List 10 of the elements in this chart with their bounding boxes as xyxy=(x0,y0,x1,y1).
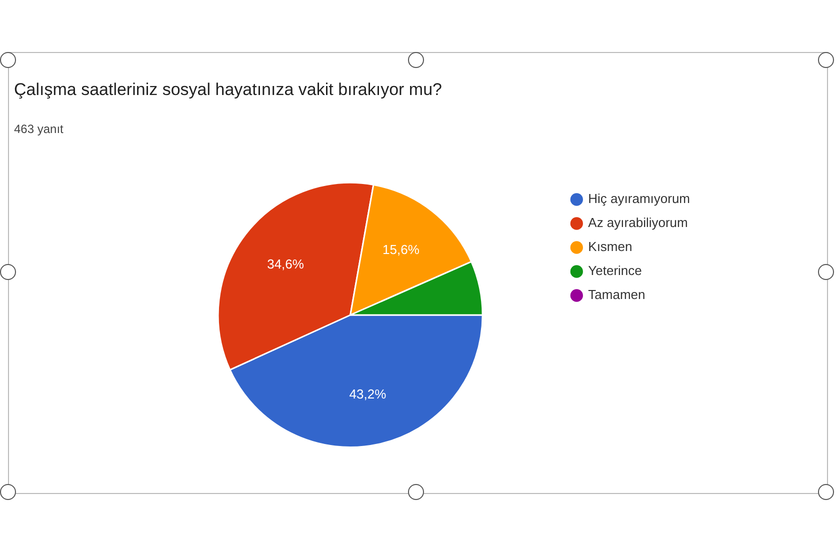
legend-label: Az ayırabiliyorum xyxy=(588,215,688,230)
legend-label: Yeterince xyxy=(588,263,642,278)
legend-label: Tamamen xyxy=(588,287,646,302)
data-label: 34,6% xyxy=(267,256,304,272)
data-label: 15,6% xyxy=(382,242,420,258)
legend-label: Kısmen xyxy=(588,239,632,254)
legend-label: Hiç ayıramıyorum xyxy=(588,191,690,206)
data-label: 43,2% xyxy=(349,386,387,402)
text: 463 yanıt xyxy=(14,122,64,136)
chart-title: Çalışma saatleriniz sosyal hayatınıza vakit bırakıyor mu? xyxy=(14,80,442,100)
